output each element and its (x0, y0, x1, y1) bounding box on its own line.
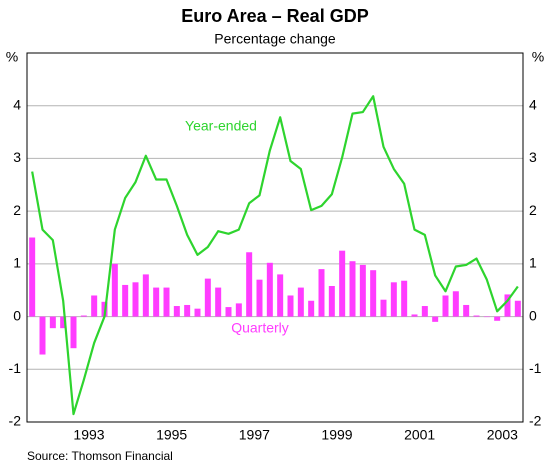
bar (163, 287, 170, 317)
bar (266, 262, 273, 317)
bar (452, 291, 459, 317)
bar (494, 316, 501, 321)
bar (287, 295, 294, 317)
x-tick-label: 2003 (487, 427, 518, 443)
bar (215, 287, 222, 317)
y2-tick-label: 2 (529, 202, 537, 218)
bar (308, 300, 315, 317)
bar (432, 316, 439, 322)
bar (473, 315, 480, 317)
bar (235, 303, 242, 317)
bar (49, 316, 56, 329)
bar (111, 263, 118, 317)
bar (91, 295, 98, 317)
bar (463, 304, 470, 317)
y2-tick-label: 1 (529, 255, 537, 271)
bar (380, 299, 387, 317)
bar (29, 237, 36, 317)
bar (70, 316, 77, 349)
bar (370, 270, 377, 317)
annotation: Year-ended (185, 118, 257, 134)
bar (184, 304, 191, 317)
bar (349, 261, 356, 317)
bar (256, 279, 263, 317)
y-tick-label: 4 (13, 96, 21, 112)
y-tick-label: -2 (9, 413, 22, 429)
bar (132, 282, 139, 317)
bar (297, 287, 304, 317)
bar (225, 307, 232, 317)
y2-tick-label: -2 (529, 413, 542, 429)
bar (359, 264, 366, 317)
y2-tick-label: 4 (529, 96, 537, 112)
bar (153, 287, 160, 317)
y-tick-label: -1 (9, 360, 22, 376)
y2-axis-label: % (532, 49, 544, 65)
bar (401, 280, 408, 317)
bar (318, 269, 325, 317)
bar (390, 282, 397, 317)
bar (194, 308, 201, 317)
x-tick-label: 1997 (239, 427, 270, 443)
x-tick-label: 1999 (321, 427, 352, 443)
bar (328, 285, 335, 317)
bar (411, 314, 418, 317)
x-tick-label: 2001 (404, 427, 435, 443)
bar (204, 278, 211, 317)
y-tick-label: 1 (13, 255, 21, 271)
bar (122, 284, 129, 317)
plot-frame (26, 52, 524, 423)
bar (246, 252, 253, 317)
y-tick-label: 2 (13, 202, 21, 218)
bar (421, 306, 428, 317)
y-tick-label: 0 (13, 307, 21, 323)
bar (60, 316, 67, 329)
bar (339, 250, 346, 317)
chart-subtitle: Percentage change (214, 31, 336, 47)
bar (442, 295, 449, 317)
y2-tick-label: 0 (529, 307, 537, 323)
bar (277, 274, 284, 317)
bar (504, 294, 511, 317)
bar (39, 316, 46, 355)
source-note: Source: Thomson Financial (27, 449, 173, 463)
y-axis-label: % (6, 49, 18, 65)
annotation: Quarterly (231, 320, 289, 336)
y2-tick-label: -1 (529, 360, 542, 376)
bar (173, 306, 180, 317)
x-tick-label: 1995 (156, 427, 187, 443)
y-tick-label: 3 (13, 149, 21, 165)
y2-tick-label: 3 (529, 149, 537, 165)
chart-title: Euro Area – Real GDP (181, 6, 368, 26)
bar (142, 274, 149, 317)
bar (80, 315, 87, 317)
bar (514, 300, 521, 317)
bar (483, 316, 490, 318)
x-tick-label: 1993 (73, 427, 104, 443)
line (31, 95, 519, 416)
